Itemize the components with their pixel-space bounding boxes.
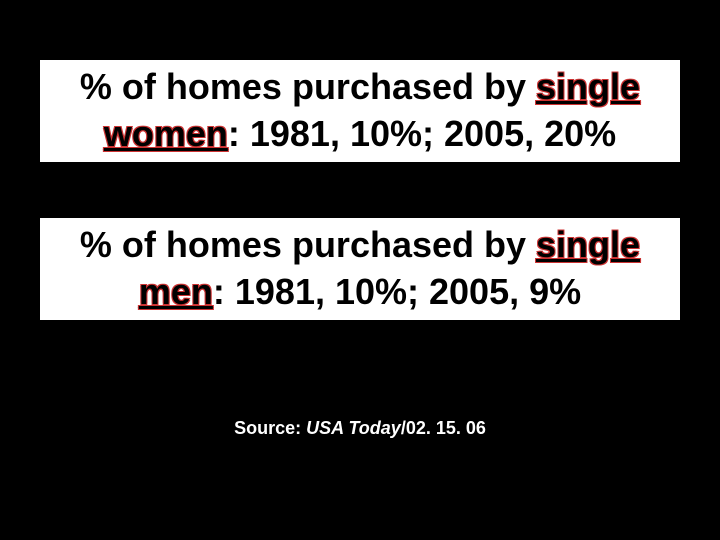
slide-container: % of homes purchased by single women: 19… bbox=[0, 0, 720, 540]
stat-block-women: % of homes purchased by single women: 19… bbox=[40, 60, 680, 162]
source-date: 02. 15. 06 bbox=[406, 418, 486, 438]
source-line: Source: USA Today/02. 15. 06 bbox=[40, 418, 680, 439]
stat-text-women: % of homes purchased by single women: 19… bbox=[48, 64, 672, 158]
source-publication: USA Today bbox=[306, 418, 401, 438]
stat-prefix: % of homes purchased by bbox=[80, 66, 536, 107]
stat-prefix: % of homes purchased by bbox=[80, 224, 536, 265]
stat-suffix: : 1981, 10%; 2005, 9% bbox=[213, 271, 581, 312]
stat-block-men: % of homes purchased by single men: 1981… bbox=[40, 218, 680, 320]
source-label: Source: bbox=[234, 418, 306, 438]
stat-suffix: : 1981, 10%; 2005, 20% bbox=[228, 113, 616, 154]
source-text: Source: USA Today/02. 15. 06 bbox=[234, 418, 486, 438]
stat-text-men: % of homes purchased by single men: 1981… bbox=[48, 222, 672, 316]
